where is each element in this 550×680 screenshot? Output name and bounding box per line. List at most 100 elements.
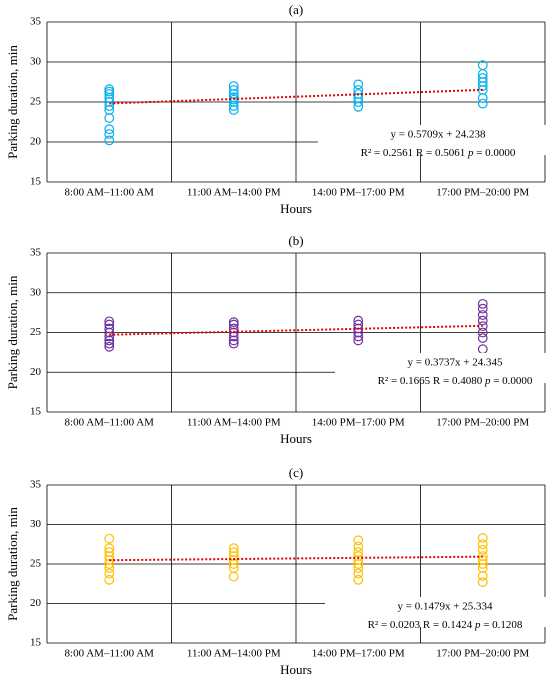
y-tick-label: 15 xyxy=(30,406,42,418)
data-point xyxy=(104,563,115,573)
data-point xyxy=(477,327,488,338)
x-tick-label: 11:00 AM–14:00 PM xyxy=(187,417,281,429)
data-point xyxy=(104,86,115,97)
annotation-part: R² = 0.0203 R = 0.1424 xyxy=(368,619,475,631)
data-point xyxy=(477,559,488,569)
data-point xyxy=(353,315,364,326)
data-point xyxy=(228,563,239,573)
annotation-part: = 0.0000 xyxy=(473,147,515,159)
data-point xyxy=(353,568,364,579)
data-point xyxy=(477,73,488,83)
data-point xyxy=(477,60,488,71)
data-point xyxy=(353,535,364,546)
data-point xyxy=(104,319,115,330)
data-point xyxy=(104,316,115,327)
y-tick-label: 20 xyxy=(30,597,42,609)
data-point xyxy=(477,77,488,87)
data-point xyxy=(477,93,488,103)
data-point xyxy=(228,105,239,115)
y-tick-label: 25 xyxy=(30,96,42,108)
y-axis-label: Parking duration, min xyxy=(5,45,20,159)
data-point xyxy=(477,570,488,581)
data-point xyxy=(353,335,364,346)
y-tick-label: 15 xyxy=(30,637,42,649)
data-point xyxy=(104,335,115,346)
chart-title: (a) xyxy=(289,2,303,17)
annotation-part: p xyxy=(484,375,491,387)
data-point xyxy=(104,135,115,146)
data-point xyxy=(477,315,488,326)
data-point xyxy=(104,105,115,115)
data-point xyxy=(353,574,364,585)
data-point xyxy=(104,101,115,111)
x-tick-label: 17:00 PM–20:00 PM xyxy=(436,187,529,199)
x-axis-label: Hours xyxy=(280,201,312,216)
data-point xyxy=(104,129,115,139)
data-point xyxy=(228,551,239,561)
data-point xyxy=(228,97,239,107)
data-point xyxy=(104,547,115,558)
chart-title: (c) xyxy=(289,465,303,480)
x-axis-label: Hours xyxy=(280,431,312,446)
annotation-part: p xyxy=(474,619,481,631)
data-point xyxy=(104,574,115,585)
x-tick-label: 8:00 AM–11:00 AM xyxy=(65,417,155,429)
data-point xyxy=(104,84,115,95)
data-point xyxy=(477,298,488,309)
x-tick-label: 8:00 AM–11:00 AM xyxy=(65,648,155,660)
y-tick-label: 20 xyxy=(30,136,42,148)
data-point xyxy=(477,303,488,314)
data-point xyxy=(477,333,488,343)
annotation-part: = 0.0000 xyxy=(490,375,532,387)
data-point xyxy=(228,338,239,349)
data-point xyxy=(228,81,239,91)
x-tick-label: 8:00 AM–11:00 AM xyxy=(65,187,155,199)
annotation-part: R² = 0.1665 R = 0.4080 xyxy=(378,375,485,387)
data-point xyxy=(228,317,239,328)
y-tick-label: 35 xyxy=(30,16,42,28)
x-tick-label: 17:00 PM–20:00 PM xyxy=(436,417,529,429)
data-point xyxy=(353,555,364,565)
data-point xyxy=(104,124,115,135)
y-tick-label: 20 xyxy=(30,366,42,378)
data-point xyxy=(104,97,115,107)
x-tick-label: 11:00 AM–14:00 PM xyxy=(187,648,281,660)
y-tick-label: 30 xyxy=(30,56,42,68)
data-point xyxy=(477,344,488,355)
data-point xyxy=(104,327,115,338)
data-point xyxy=(104,551,115,561)
annotation-part: = 0.1208 xyxy=(480,619,522,631)
data-point xyxy=(477,98,488,109)
y-tick-label: 30 xyxy=(30,518,42,530)
data-point xyxy=(228,85,239,95)
annotation-box xyxy=(335,353,550,383)
annotation: R² = 0.1665 R = 0.4080 p = 0.0000 xyxy=(378,375,533,387)
data-point xyxy=(228,319,239,330)
data-point xyxy=(477,533,488,543)
data-point xyxy=(477,310,488,320)
data-point xyxy=(228,92,239,103)
data-point xyxy=(228,543,239,554)
data-point xyxy=(353,547,364,558)
data-point xyxy=(104,89,115,99)
data-point xyxy=(228,323,239,334)
data-point xyxy=(104,113,115,123)
annotation: y = 0.1479x + 25.334 xyxy=(398,601,493,613)
data-point xyxy=(353,563,364,573)
x-tick-label: 17:00 PM–20:00 PM xyxy=(436,648,529,660)
annotation: R² = 0.2561 R = 0.5061 p = 0.0000 xyxy=(361,147,516,159)
data-point xyxy=(228,335,239,346)
annotation-part: R² = 0.2561 R = 0.5061 xyxy=(361,147,468,159)
data-point xyxy=(353,97,364,107)
data-point xyxy=(104,533,115,544)
x-tick-label: 11:00 AM–14:00 PM xyxy=(187,187,281,199)
data-point xyxy=(104,331,115,342)
y-tick-label: 35 xyxy=(30,479,42,491)
x-tick-label: 14:00 PM–17:00 PM xyxy=(312,648,405,660)
data-point xyxy=(477,539,488,550)
data-point xyxy=(228,547,239,558)
data-point xyxy=(104,341,115,352)
y-tick-label: 25 xyxy=(30,326,42,338)
data-point xyxy=(477,577,488,588)
data-point xyxy=(104,543,115,554)
